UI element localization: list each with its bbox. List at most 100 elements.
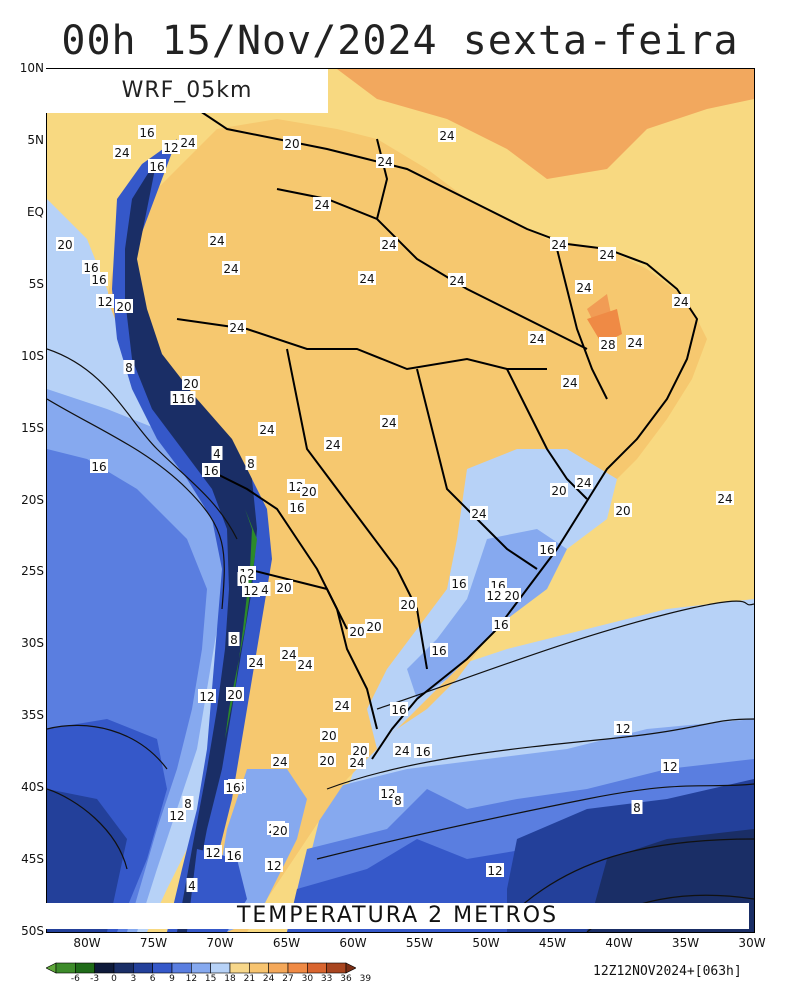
contour-label: 20	[115, 299, 133, 314]
contour-line	[47, 398, 225, 610]
colorbar-tick-label: 27	[282, 974, 294, 984]
contour-label-text: 16	[91, 273, 106, 287]
longitude-label: 65W	[272, 936, 301, 950]
colorbar-swatch	[249, 962, 269, 974]
contour-label-text: 16	[539, 543, 554, 557]
contour-label: 24	[113, 145, 131, 160]
contour-label-text: 16	[493, 618, 508, 632]
contour-label-text: 116	[172, 392, 195, 406]
contour-label: 20	[351, 743, 369, 758]
contour-label: 24	[258, 422, 276, 437]
contour-label-text: 0	[239, 573, 247, 587]
colorbar-swatch	[94, 962, 115, 974]
contour-label: 24	[208, 233, 226, 248]
border-line	[556, 248, 608, 400]
contour-line	[326, 718, 754, 790]
contour-label: 24	[313, 197, 331, 212]
contour-label: 12	[204, 845, 222, 860]
contour-label: 16	[148, 159, 166, 174]
colorbar-tick-label: -3	[90, 974, 100, 984]
colorbar-tick-label: 3	[130, 974, 137, 984]
latitude-label: 45S	[21, 852, 44, 867]
colorbar-tick-label: 9	[169, 974, 175, 984]
contour-label: 20	[503, 588, 521, 603]
contour-label: 28	[599, 337, 617, 352]
contour-label: 16	[492, 617, 510, 632]
contour-label-text: 20	[183, 377, 198, 391]
contour-label-text: 20	[116, 300, 131, 314]
contour-label-text: 16	[415, 745, 430, 759]
contour-label: 12	[486, 863, 504, 878]
contour-label: 20	[318, 753, 336, 768]
longitude-label: 35W	[671, 936, 700, 950]
contour-label: 12	[242, 583, 260, 598]
longitude-label: 30W	[738, 936, 766, 950]
colorbar-tick-label: 39	[359, 974, 372, 984]
contour-label: 16	[90, 272, 108, 287]
latitude-label: 20S	[21, 492, 44, 507]
longitude-label: 60W	[339, 936, 367, 950]
contour-label-text: 12	[615, 722, 630, 736]
run-timestamp: 12Z12NOV2024+[063h]	[593, 964, 742, 979]
contour-label-text: 24	[471, 507, 486, 521]
contour-label-text: 16	[431, 644, 446, 658]
contour-label-text: 12	[662, 760, 677, 774]
longitude-label: 75W	[139, 936, 168, 950]
contour-label: 24	[448, 273, 466, 288]
contour-label: 20	[365, 619, 383, 634]
contour-label-text: 24	[281, 648, 296, 662]
latitude-label: 5N	[27, 132, 44, 147]
contour-label-text: 24	[272, 755, 287, 769]
contour-label: 24	[393, 743, 411, 758]
contour-label-text: 12	[266, 859, 281, 873]
contour-label-text: 24	[325, 438, 340, 452]
longitude-label: 55W	[405, 936, 434, 950]
colorbar-tick-label: 24	[262, 974, 275, 984]
contour-label-text: 16	[226, 849, 241, 863]
contour-label: 8	[228, 632, 240, 647]
contour-label-text: 16	[225, 781, 240, 795]
contour-label: 24	[247, 655, 265, 670]
latitude-label: 10N	[19, 61, 44, 75]
contour-label: 20	[300, 484, 318, 499]
longitude-label: 80W	[73, 936, 101, 950]
contour-label-text: 24	[229, 321, 244, 335]
contour-label-text: 24	[576, 281, 591, 295]
colorbar-swatch	[326, 962, 347, 974]
longitude-label: 50W	[472, 936, 500, 950]
contour-label-text: 20	[504, 589, 519, 603]
border-line	[246, 568, 348, 630]
longitude-label: 70W	[206, 936, 234, 950]
contour-label: 16	[390, 702, 408, 717]
model-label: WRF_05km	[46, 69, 328, 113]
contour-label: 24	[179, 135, 197, 150]
contour-label: 16	[82, 260, 100, 275]
contour-label: 24	[333, 698, 351, 713]
northeast-hot-fill-2	[587, 309, 622, 344]
contour-label-text: 8	[247, 457, 255, 471]
contour-label-text: 24	[394, 744, 409, 758]
contour-label-text: 24	[377, 155, 392, 169]
colorbar-swatch	[152, 962, 173, 974]
contour-label: 4	[186, 878, 198, 893]
latitude-label: 25S	[21, 564, 44, 579]
contour-line	[47, 788, 128, 870]
contour-label: 8	[123, 360, 135, 375]
contour-label: 8	[245, 456, 257, 471]
contour-line	[47, 348, 238, 540]
contour-label: 20	[614, 503, 632, 518]
contour-label: 24	[575, 280, 593, 295]
contour-label: 24	[598, 247, 616, 262]
contour-label-text: 20	[349, 625, 364, 639]
contour-label: 24	[348, 755, 366, 770]
contour-label: 24	[550, 237, 568, 252]
contour-line	[47, 724, 168, 770]
contour-label-text: 24	[717, 492, 732, 506]
colorbar-tick-label: 0	[111, 974, 117, 984]
contour-label: 24	[222, 261, 240, 276]
colorbar-swatch	[191, 962, 211, 974]
contour-line	[506, 838, 754, 920]
contour-label: 20	[275, 580, 293, 595]
